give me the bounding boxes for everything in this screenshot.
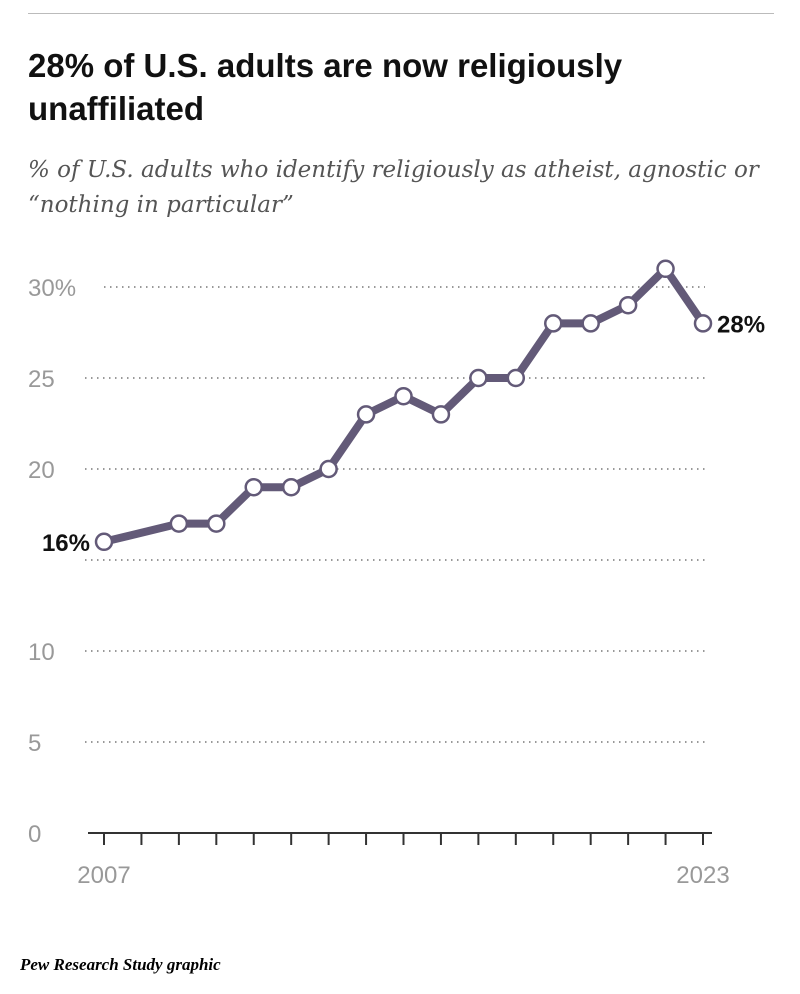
data-point: [506, 368, 526, 388]
chart-subtitle: % of U.S. adults who identify religiousl…: [28, 157, 759, 218]
data-point: [431, 405, 451, 424]
data-point: [469, 368, 488, 388]
data-point: [656, 259, 675, 279]
data-point: [244, 477, 263, 497]
x-tick-label: 2007: [77, 862, 130, 889]
y-tick-label: 5: [28, 730, 41, 757]
data-point: [394, 386, 413, 406]
y-tick-label: 20: [28, 457, 55, 484]
top-rule: [28, 13, 774, 14]
chart-title: 28% of U.S. adults are now religiously u…: [28, 47, 623, 127]
data-point: [581, 314, 600, 333]
y-tick-label: 0: [28, 821, 41, 848]
x-tick-label: 2023: [676, 862, 729, 889]
data-point: [356, 405, 376, 424]
data-label-end: 28%: [717, 311, 765, 338]
y-tick-label: 30%: [28, 275, 76, 302]
data-point: [94, 532, 114, 552]
data-point: [544, 314, 563, 333]
data-point: [618, 295, 638, 315]
series-line: [103, 264, 707, 546]
y-tick-label: 10: [28, 639, 55, 666]
data-label-start: 16%: [42, 530, 90, 557]
data-point: [693, 314, 713, 333]
data-point: [319, 459, 338, 479]
credit: Pew Research Study graphic: [20, 955, 221, 974]
data-point: [169, 514, 189, 533]
data-point: [207, 514, 226, 533]
data-point: [281, 477, 301, 497]
y-tick-label: 25: [28, 366, 55, 393]
